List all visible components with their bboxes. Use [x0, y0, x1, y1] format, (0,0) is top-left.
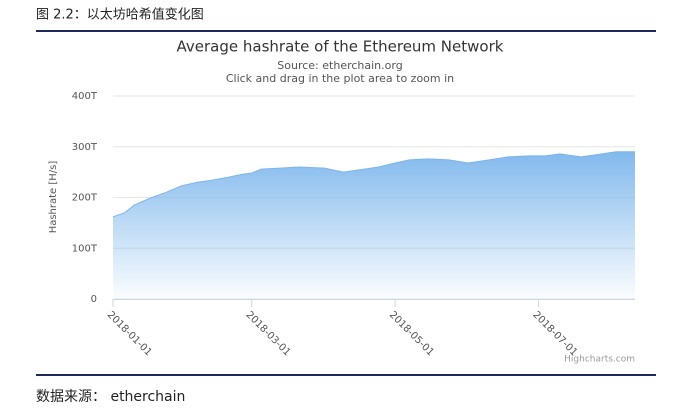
- y-tick-label: 300T: [72, 142, 98, 153]
- x-tick-label: 2018-03-01: [243, 309, 292, 358]
- chart-subtitle: Source: etherchain.org: [277, 59, 402, 72]
- area-fill: [113, 151, 635, 299]
- y-axis-title: Hashrate [H/s]: [48, 161, 59, 234]
- y-tick-label: 0: [91, 294, 97, 305]
- x-tick-label: 2018-05-01: [387, 309, 436, 358]
- y-tick-label: 100T: [72, 243, 98, 254]
- y-tick-label: 400T: [72, 91, 98, 102]
- area-line: [112, 151, 635, 218]
- x-tick-label: 2018-01-01: [105, 309, 154, 358]
- figure-title: 图 2.2：以太坊哈希值变化图: [36, 7, 204, 23]
- x-tick-label: 2018-07-01: [530, 309, 579, 358]
- y-tick-label: 200T: [72, 193, 98, 204]
- chart-title: Average hashrate of the Ethereum Network: [177, 38, 504, 56]
- source: 数据来源： etherchain: [36, 389, 185, 405]
- chart-hint: Click and drag in the plot area to zoom …: [226, 72, 454, 85]
- credits: Highcharts.com: [564, 355, 635, 365]
